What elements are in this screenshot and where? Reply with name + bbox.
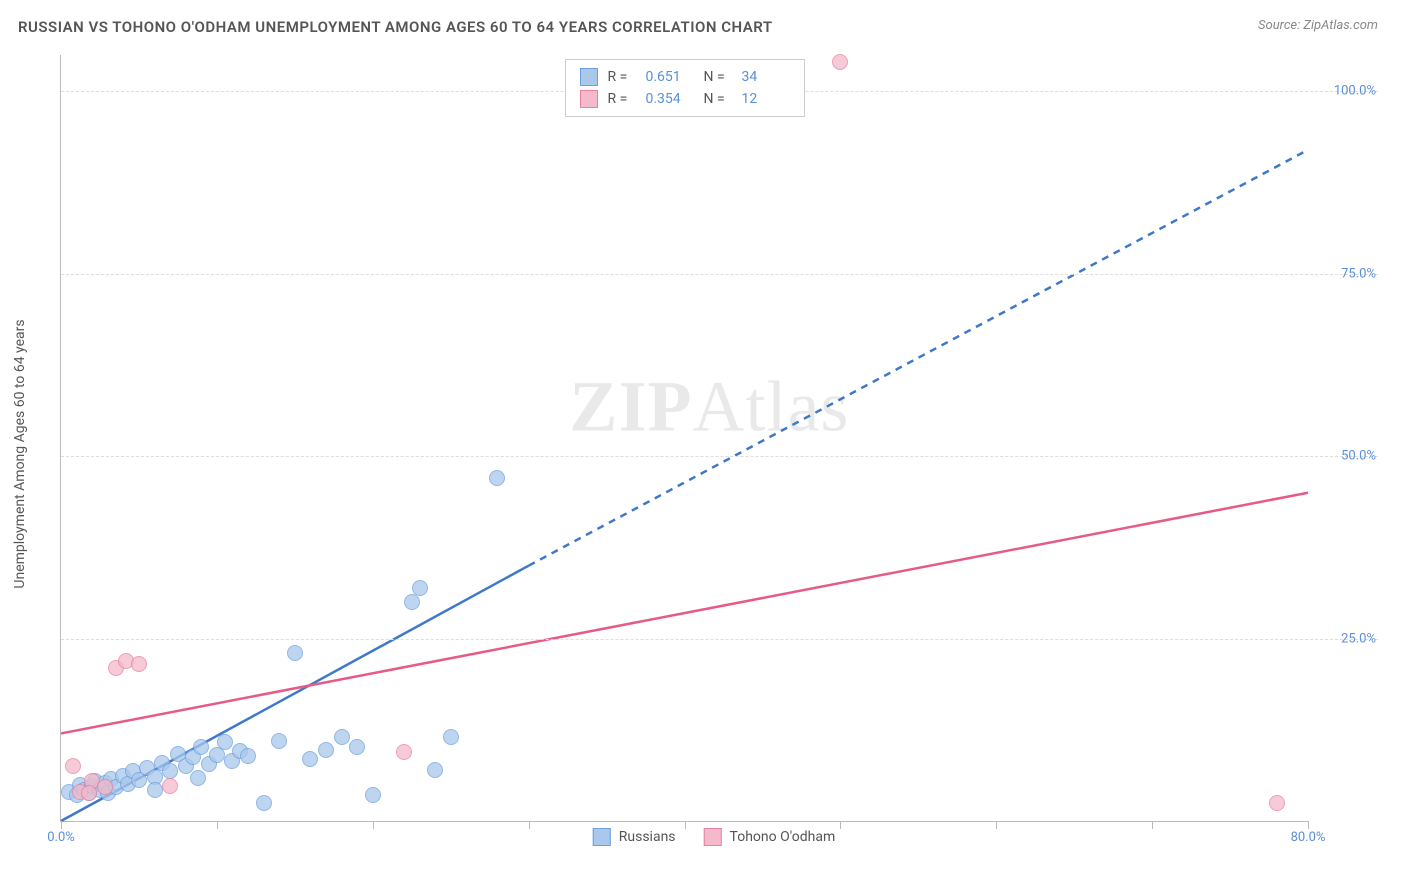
x-tick: [996, 821, 997, 829]
legend-row: R = 0.651 N = 34: [580, 66, 790, 88]
data-point: [190, 770, 206, 786]
trend-line: [529, 150, 1308, 566]
data-point: [217, 734, 233, 750]
data-point: [1269, 795, 1285, 811]
legend-swatch: [580, 68, 598, 86]
plot-region: ZIPAtlas R =0.651N =34R =0.354N =12 25.0…: [60, 55, 1308, 822]
source-label: Source: ZipAtlas.com: [1258, 18, 1378, 33]
data-point: [271, 733, 287, 749]
n-label: N =: [704, 69, 732, 85]
chart-area: Unemployment Among Ages 60 to 64 years Z…: [50, 55, 1378, 852]
r-label: R =: [608, 91, 636, 107]
r-value: 0.651: [646, 69, 694, 85]
y-tick-label: 25.0%: [1341, 631, 1376, 646]
data-point: [131, 656, 147, 672]
legend-swatch: [593, 828, 611, 846]
r-label: R =: [608, 69, 636, 85]
x-tick: [373, 821, 374, 829]
legend-swatch: [580, 90, 598, 108]
data-point: [162, 763, 178, 779]
series-legend: Russians Tohono O'odham: [593, 828, 835, 846]
data-point: [162, 778, 178, 794]
data-point: [404, 594, 420, 610]
data-point: [81, 785, 97, 801]
legend-row: R = 0.354 N = 12: [580, 88, 790, 110]
data-point: [318, 742, 334, 758]
watermark: ZIPAtlas: [569, 366, 849, 449]
x-tick: [217, 821, 218, 829]
legend-swatch: [704, 828, 722, 846]
data-point: [147, 782, 163, 798]
y-tick-label: 100.0%: [1334, 84, 1376, 99]
trend-lines: [61, 55, 1308, 821]
data-point: [65, 758, 81, 774]
x-tick-label: 80.0%: [1291, 830, 1326, 845]
correlation-legend: R = 0.651 N = 34 R = 0.354 N = 12: [565, 59, 805, 117]
y-axis-label: Unemployment Among Ages 60 to 64 years: [12, 319, 28, 588]
n-label: N =: [704, 91, 732, 107]
data-point: [427, 762, 443, 778]
y-tick-label: 50.0%: [1341, 449, 1376, 464]
data-point: [365, 787, 381, 803]
data-point: [240, 748, 256, 764]
data-point: [193, 739, 209, 755]
legend-label: Russians: [619, 829, 676, 845]
data-point: [302, 751, 318, 767]
chart-title: RUSSIAN VS TOHONO O'ODHAM UNEMPLOYMENT A…: [18, 18, 773, 36]
data-point: [489, 470, 505, 486]
data-point: [334, 729, 350, 745]
trend-line: [61, 493, 1308, 734]
x-tick: [1308, 821, 1309, 829]
data-point: [443, 729, 459, 745]
x-tick: [61, 821, 62, 829]
data-point: [412, 580, 428, 596]
legend-label: Tohono O'odham: [730, 829, 836, 845]
data-point: [97, 779, 113, 795]
n-value: 34: [742, 69, 790, 85]
x-tick: [840, 821, 841, 829]
data-point: [256, 795, 272, 811]
legend-item: Tohono O'odham: [704, 828, 836, 846]
r-value: 0.354: [646, 91, 694, 107]
data-point: [287, 645, 303, 661]
x-tick: [529, 821, 530, 829]
x-tick-label: 0.0%: [47, 830, 75, 845]
x-tick: [1152, 821, 1153, 829]
legend-item: Russians: [593, 828, 676, 846]
gridline: [61, 274, 1378, 275]
data-point: [349, 739, 365, 755]
y-tick-label: 75.0%: [1341, 266, 1376, 281]
gridline: [61, 456, 1378, 457]
n-value: 12: [742, 91, 790, 107]
data-point: [396, 744, 412, 760]
data-point: [832, 54, 848, 70]
gridline: [61, 639, 1378, 640]
